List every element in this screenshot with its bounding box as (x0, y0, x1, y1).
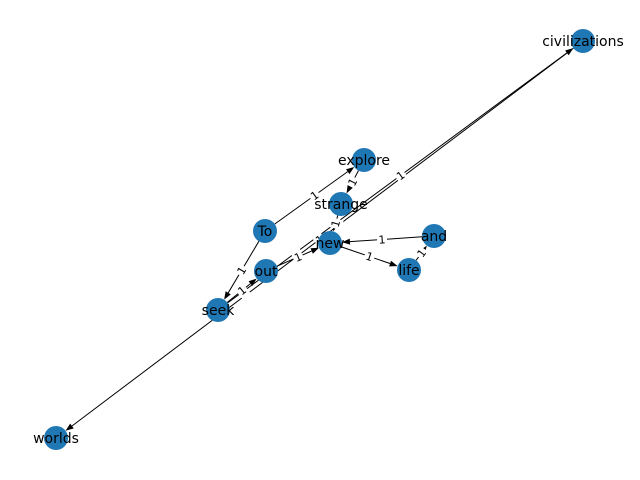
edge-label: 1 (376, 232, 388, 247)
arrowhead (65, 423, 74, 431)
node-label: worlds (33, 431, 79, 447)
node-label: and (421, 229, 447, 245)
edge-label: 1 (343, 174, 362, 190)
node-and: and (421, 224, 447, 248)
node-label: strange (314, 197, 368, 213)
nodes-layer: To explore strange new and life out seek civiliz… (33, 29, 624, 450)
node-circle (352, 148, 376, 172)
node-life: life (397, 258, 421, 282)
node-circle (329, 192, 353, 216)
arrowhead (345, 166, 355, 175)
node-circle (44, 426, 68, 450)
edge-label-bg (290, 248, 306, 266)
node-new: new (316, 231, 345, 255)
edge-label-bg (362, 248, 377, 265)
edge-label: 1 (306, 186, 323, 205)
edge-label: 1 (233, 281, 251, 300)
node-circle (318, 231, 342, 255)
node-circle (397, 258, 421, 282)
edge-weight-text: 1 (378, 233, 386, 246)
edge-label: 1 (290, 248, 306, 266)
edge-label: 1 (362, 248, 377, 265)
node-explore: explore (338, 148, 390, 172)
edge-label-bg (233, 281, 251, 300)
node-label: new (316, 236, 345, 252)
node-circle (571, 29, 595, 53)
node-to: To (253, 219, 277, 243)
node-circle (253, 219, 277, 243)
arrowhead (248, 278, 257, 286)
node-label: out (255, 264, 278, 280)
arrowhead (310, 247, 320, 254)
node-label: life (398, 263, 419, 279)
edge-weight-text: 1 (329, 219, 343, 229)
node-circle (422, 224, 446, 248)
node-seek: seek (202, 298, 236, 322)
edge-label-bg (327, 216, 344, 231)
node-label: civilizations (542, 34, 624, 50)
edge-label-bg (232, 262, 251, 279)
edge-weight-text: 1 (292, 250, 304, 265)
node-circle (254, 259, 278, 283)
edge-weight-text: 1 (364, 250, 375, 265)
edge-labels-layer: 11111111111 (232, 166, 431, 300)
node-label: seek (202, 303, 236, 319)
edge-label: 1 (392, 166, 409, 185)
node-label: explore (338, 153, 390, 169)
node-worlds: worlds (33, 426, 79, 450)
arrowhead (341, 238, 351, 245)
edge-label-bg (343, 174, 362, 190)
node-civilizations: civilizations (542, 29, 624, 53)
edge-label-bg (412, 244, 431, 262)
edge-label: 1 (232, 262, 251, 279)
edge-label: 1 (327, 216, 344, 231)
node-circle (206, 298, 230, 322)
node-out: out (254, 259, 278, 283)
edge-label: 1 (412, 244, 431, 262)
node-strange: strange (314, 192, 368, 216)
edge-label-bg (392, 166, 409, 185)
node-label: To (257, 224, 273, 240)
arrowhead (224, 291, 231, 300)
arrowhead (389, 260, 398, 267)
edge-label-bg (306, 186, 323, 205)
edge-label-bg (376, 232, 388, 247)
